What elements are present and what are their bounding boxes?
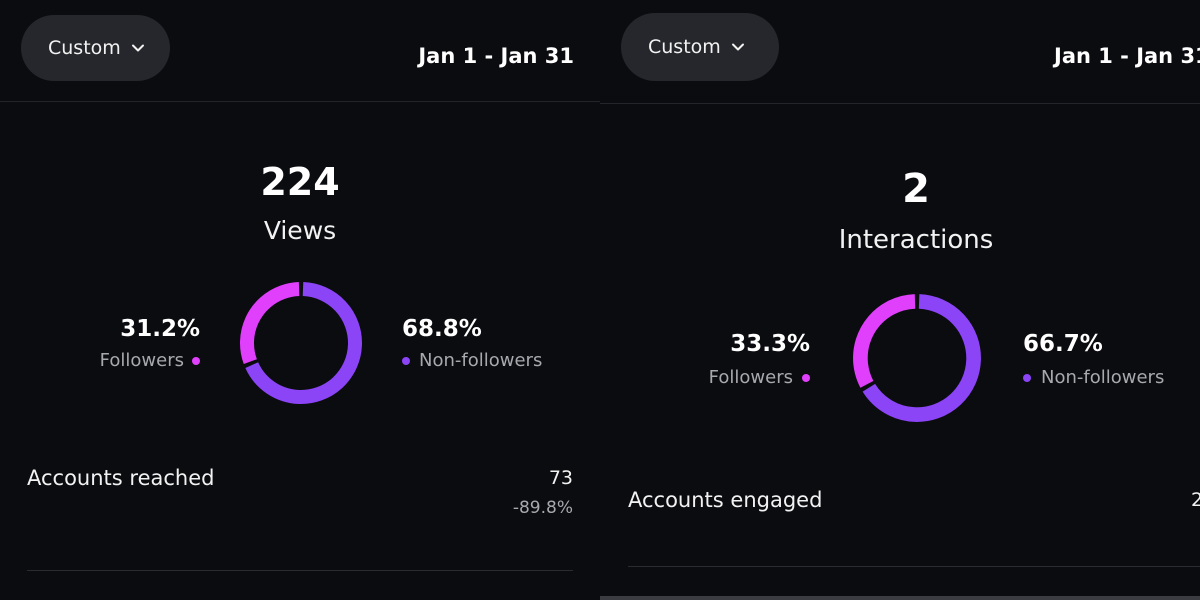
followers-legend: Followers	[100, 350, 200, 371]
chevron-down-icon	[731, 43, 744, 51]
accounts-engaged-value: 2	[1191, 489, 1200, 511]
followers-percent: 33.3%	[730, 331, 810, 357]
interactions-label: Interactions	[838, 225, 994, 255]
followers-segment	[853, 294, 981, 422]
non-followers-dot-icon	[1023, 373, 1031, 382]
followers-legend-label: Followers	[99, 350, 184, 371]
non-followers-legend-label: Non-followers	[1041, 367, 1165, 388]
views-count: 224	[260, 160, 340, 204]
followers-donut-chart	[240, 282, 362, 404]
non-followers-legend: Non-followers	[402, 350, 542, 371]
row-divider	[628, 566, 1200, 567]
followers-dot-icon	[802, 373, 810, 382]
followers-donut-chart	[853, 294, 981, 422]
non-followers-dot-icon	[402, 356, 410, 365]
non-followers-legend: Non-followers	[1023, 367, 1164, 388]
custom-range-button[interactable]: Custom	[621, 13, 779, 81]
non-followers-percent: 66.7%	[1023, 331, 1103, 357]
views-panel: Custom Jan 1 - Jan 31 224 Views 31.2% Fo…	[0, 15, 600, 571]
accounts-reached-label[interactable]: Accounts reached	[27, 466, 215, 490]
range-button-label: Custom	[648, 36, 721, 58]
followers-legend-label: Followers	[708, 367, 793, 388]
chevron-down-icon	[131, 44, 144, 52]
accounts-reached-change: -89.8%	[512, 498, 573, 518]
interactions-count: 2	[902, 166, 930, 212]
date-range: Jan 1 - Jan 31	[418, 44, 574, 68]
custom-range-button[interactable]: Custom	[21, 15, 170, 81]
non-followers-segment	[240, 282, 362, 404]
non-followers-legend-label: Non-followers	[419, 350, 543, 371]
followers-dot-icon	[192, 356, 200, 365]
non-followers-percent: 68.8%	[402, 316, 482, 342]
interactions-panel: Custom Jan 1 - Jan 31 2 Interactions 33.…	[600, 0, 1200, 600]
followers-segment	[240, 282, 362, 404]
accounts-engaged-label[interactable]: Accounts engaged	[628, 488, 823, 512]
bottom-edge	[600, 596, 1200, 600]
header-divider	[0, 101, 600, 102]
views-label: Views	[263, 216, 337, 245]
row-divider	[27, 570, 573, 571]
range-button-label: Custom	[48, 37, 121, 59]
non-followers-segment	[853, 294, 981, 422]
followers-legend: Followers	[709, 367, 810, 388]
header-divider	[600, 103, 1200, 104]
date-range: Jan 1 - Jan 31	[1054, 44, 1200, 68]
accounts-reached-value: 73	[548, 467, 573, 489]
followers-percent: 31.2%	[120, 316, 200, 342]
